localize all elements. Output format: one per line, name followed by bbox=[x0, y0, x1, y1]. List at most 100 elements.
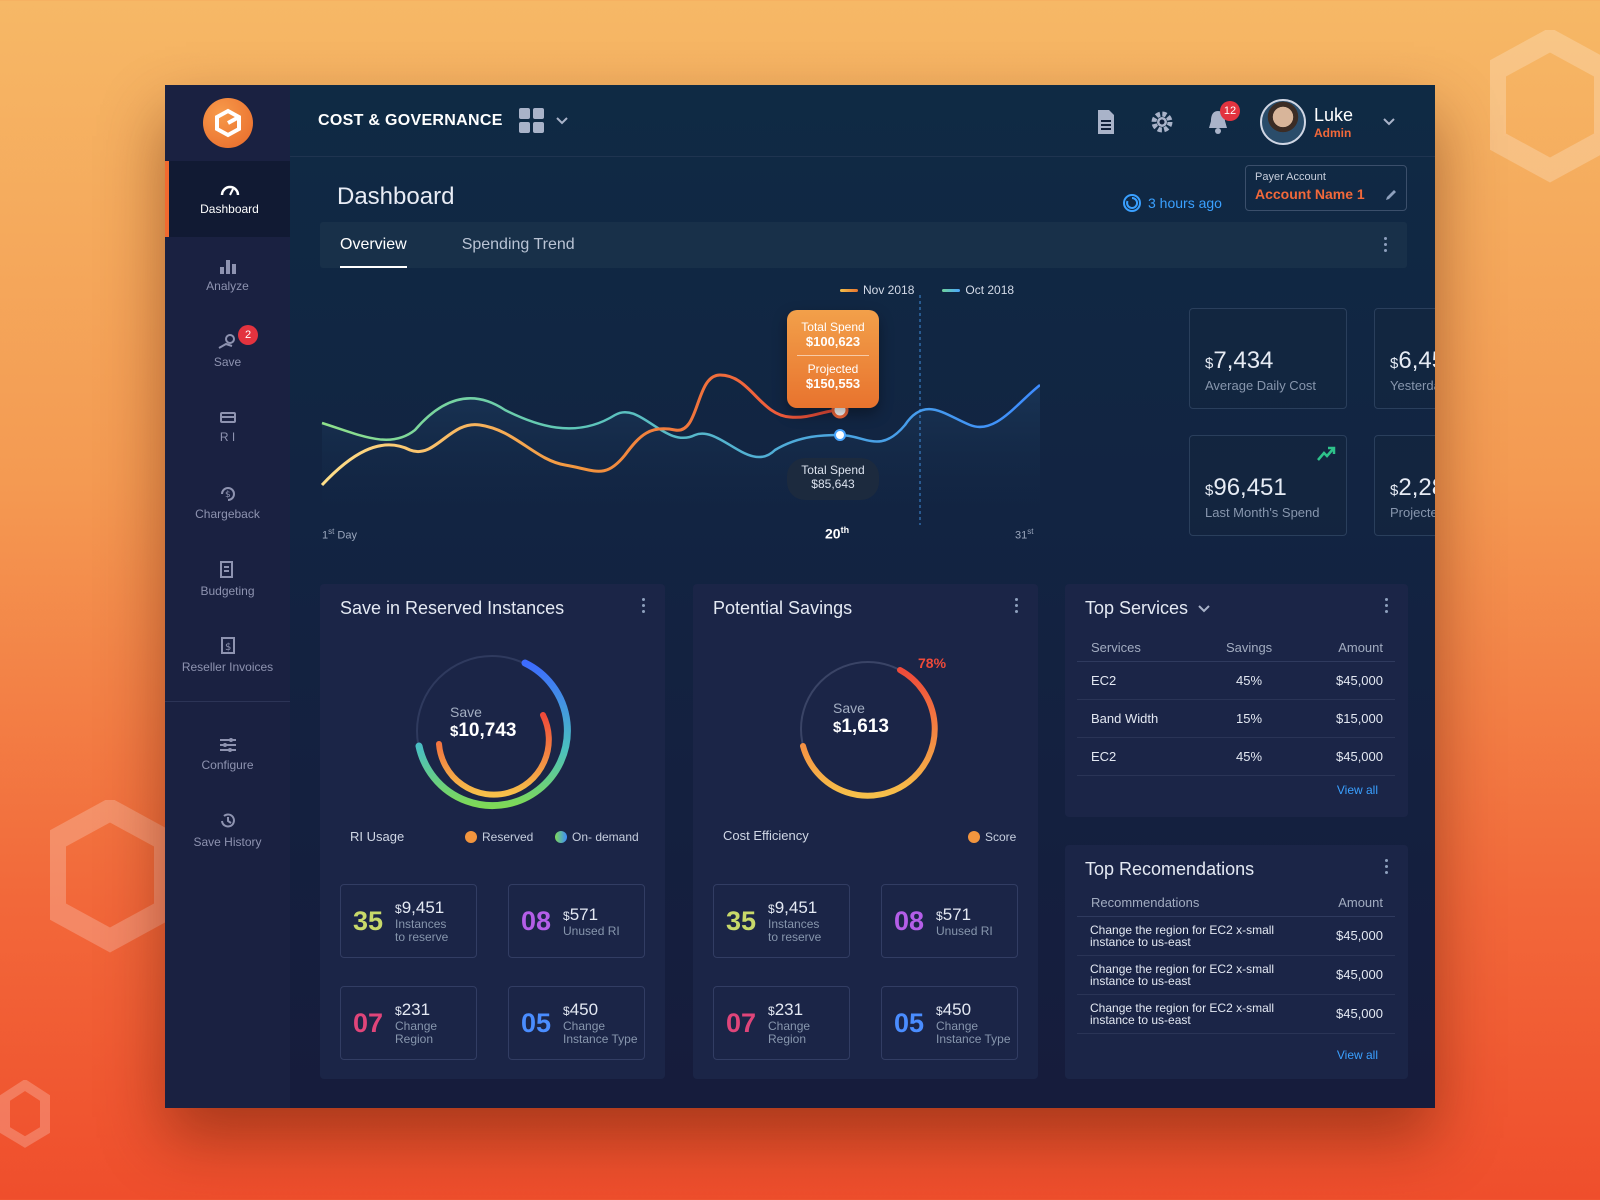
refresh-status[interactable]: 3 hours ago bbox=[1122, 193, 1222, 213]
metric-amount: $571 bbox=[936, 904, 972, 924]
sidebar-item-ri[interactable]: R I bbox=[165, 389, 290, 465]
metric-card-unused-ri[interactable]: 08 $571 Unused RI bbox=[881, 884, 1018, 958]
metric-label: Change Region bbox=[768, 1019, 811, 1046]
app-grid-icon[interactable] bbox=[518, 108, 544, 133]
x-tick-start: 1st Day bbox=[322, 527, 357, 542]
metric-label: Instances to reserve bbox=[395, 917, 449, 944]
sidebar-item-chargeback[interactable]: $ Chargeback bbox=[165, 465, 290, 541]
column-header: Amount bbox=[1309, 893, 1395, 917]
savings-donut-chart bbox=[800, 661, 938, 799]
service-amount: $45,000 bbox=[1286, 661, 1395, 700]
metric-card-change-instance-type[interactable]: 05 $450 Change Instance Type bbox=[881, 986, 1018, 1060]
metric-card-unused-ri[interactable]: 08 $571 Unused RI bbox=[508, 884, 645, 958]
sidebar-item-save-history[interactable]: Save History bbox=[165, 792, 290, 868]
table-row[interactable]: EC2 45% $45,000 bbox=[1077, 661, 1395, 700]
metric-card-change-region[interactable]: 07 $231 Change Region bbox=[713, 986, 850, 1060]
panel-menu-icon[interactable] bbox=[1015, 598, 1018, 613]
tab-menu-icon[interactable] bbox=[1384, 237, 1387, 252]
user-name: Luke bbox=[1313, 104, 1353, 125]
metric-count: 05 bbox=[894, 1007, 925, 1038]
legend-score: Score bbox=[968, 830, 1016, 844]
app-logo-icon[interactable] bbox=[202, 98, 253, 148]
recommendation-amount: $45,000 bbox=[1309, 955, 1395, 995]
save-count-badge: 2 bbox=[238, 325, 258, 345]
tooltip-compare: Total Spend $85,643 bbox=[787, 458, 879, 500]
metric-amount: $571 bbox=[563, 904, 599, 924]
chart-plot bbox=[320, 295, 1040, 525]
donut-ring-ondemand bbox=[415, 659, 571, 809]
notifications-button[interactable]: 12 bbox=[1190, 101, 1246, 135]
edit-pencil-icon[interactable] bbox=[1384, 188, 1398, 202]
recommendation-text: Change the region for EC2 x-small instanc… bbox=[1077, 916, 1310, 956]
sidebar-item-reseller-invoices[interactable]: $ Reseller Invoices bbox=[165, 617, 290, 693]
panel-menu-icon[interactable] bbox=[1385, 859, 1388, 874]
stat-label: Last Month's Spend bbox=[1205, 505, 1320, 520]
service-savings: 45% bbox=[1197, 737, 1287, 776]
top-bar-actions: 12 Luke Admin bbox=[1078, 99, 1395, 145]
sliders-icon bbox=[219, 737, 236, 752]
sidebar-item-budgeting[interactable]: Budgeting bbox=[165, 541, 290, 617]
metric-details: $450 Change Instance Type bbox=[936, 1000, 1011, 1046]
chevron-down-icon[interactable] bbox=[1198, 604, 1210, 613]
sidebar-item-label: R I bbox=[219, 429, 236, 444]
svg-text:$: $ bbox=[225, 490, 231, 500]
metric-label: Unused RI bbox=[563, 923, 620, 938]
stat-label: Yesterday's Spend bbox=[1390, 378, 1435, 393]
donut-caption: Save bbox=[450, 704, 482, 720]
stat-card-projected-yearly[interactable]: $2,286,451 Projected Yearly bbox=[1374, 435, 1435, 536]
panel-menu-icon[interactable] bbox=[1385, 598, 1388, 613]
settings-button[interactable] bbox=[1134, 109, 1190, 135]
highlight-point-oct[interactable] bbox=[834, 429, 846, 441]
sidebar-item-save[interactable]: Save 2 bbox=[165, 313, 290, 389]
metric-count: 08 bbox=[894, 905, 925, 936]
sidebar-item-label: Analyze bbox=[206, 278, 249, 293]
payer-account-value: Account Name 1 bbox=[1255, 186, 1365, 202]
table-row[interactable]: Band Width 15% $15,000 bbox=[1077, 699, 1395, 738]
column-header: Recommendations bbox=[1077, 893, 1310, 917]
table-row[interactable]: Change the region for EC2 x-small instanc… bbox=[1077, 994, 1395, 1034]
tooltip-label: Total Spend bbox=[801, 463, 865, 477]
metric-card-instances[interactable]: 35 $9,451 Instances to reserve bbox=[340, 884, 477, 958]
table-row[interactable]: Change the region for EC2 x-small instanc… bbox=[1077, 916, 1395, 956]
metric-label: Instances to reserve bbox=[768, 917, 822, 944]
history-icon bbox=[220, 813, 235, 827]
metric-amount: $450 bbox=[563, 1000, 599, 1019]
avatar[interactable] bbox=[1259, 99, 1306, 145]
recommendation-amount: $45,000 bbox=[1309, 916, 1395, 956]
tab-overview[interactable]: Overview bbox=[340, 222, 407, 268]
sidebar-item-dashboard[interactable]: Dashboard bbox=[165, 161, 290, 237]
metric-card-instances[interactable]: 35 $9,451 Instances to reserve bbox=[713, 884, 850, 958]
legend-swatch-oct bbox=[942, 288, 961, 292]
tab-spending-trend[interactable]: Spending Trend bbox=[461, 236, 575, 253]
metric-details: $9,451 Instances to reserve bbox=[395, 898, 448, 944]
payer-account-selector[interactable]: Payer Account Account Name 1 bbox=[1245, 165, 1407, 211]
invoice-icon: $ bbox=[220, 636, 235, 654]
user-info[interactable]: Luke Admin bbox=[1314, 105, 1353, 140]
background-cube-icon bbox=[0, 1080, 50, 1148]
table-row[interactable]: Change the region for EC2 x-small instanc… bbox=[1077, 955, 1395, 995]
table-row[interactable]: EC2 45% $45,000 bbox=[1077, 737, 1395, 776]
legend-dot-ondemand bbox=[555, 831, 567, 843]
stat-label: Projected Yearly bbox=[1390, 505, 1435, 520]
document-button[interactable] bbox=[1078, 109, 1134, 135]
service-amount: $45,000 bbox=[1286, 737, 1395, 776]
chevron-down-icon[interactable] bbox=[555, 116, 568, 125]
stat-card-average-daily[interactable]: $7,434 Average Daily Cost bbox=[1189, 308, 1347, 409]
chevron-down-icon[interactable] bbox=[1383, 118, 1395, 126]
metric-card-change-region[interactable]: 07 $231 Change Region bbox=[340, 986, 477, 1060]
stat-card-yesterday[interactable]: $6,451 Yesterday's Spend bbox=[1374, 308, 1435, 409]
view-all-recommendations-link[interactable]: View all bbox=[1336, 1048, 1378, 1062]
page-header: Dashboard 3 hours ago Payer Account Acco… bbox=[290, 157, 1435, 223]
stat-card-last-month[interactable]: $96,451 Last Month's Spend bbox=[1189, 435, 1347, 536]
metric-card-change-instance-type[interactable]: 05 $450 Change Instance Type bbox=[508, 986, 645, 1060]
x-tick-end: 31st bbox=[1015, 527, 1034, 542]
column-header: Savings bbox=[1197, 636, 1287, 662]
donut-value: $10,743 bbox=[450, 720, 517, 741]
payer-account-label: Payer Account bbox=[1255, 171, 1326, 183]
sidebar-item-configure[interactable]: Configure bbox=[165, 716, 290, 792]
sidebar-item-analyze[interactable]: Analyze bbox=[165, 237, 290, 313]
service-name: Band Width bbox=[1077, 699, 1198, 738]
view-all-services-link[interactable]: View all bbox=[1336, 783, 1378, 797]
donut-ring-reserved bbox=[436, 712, 552, 798]
panel-menu-icon[interactable] bbox=[642, 598, 645, 613]
